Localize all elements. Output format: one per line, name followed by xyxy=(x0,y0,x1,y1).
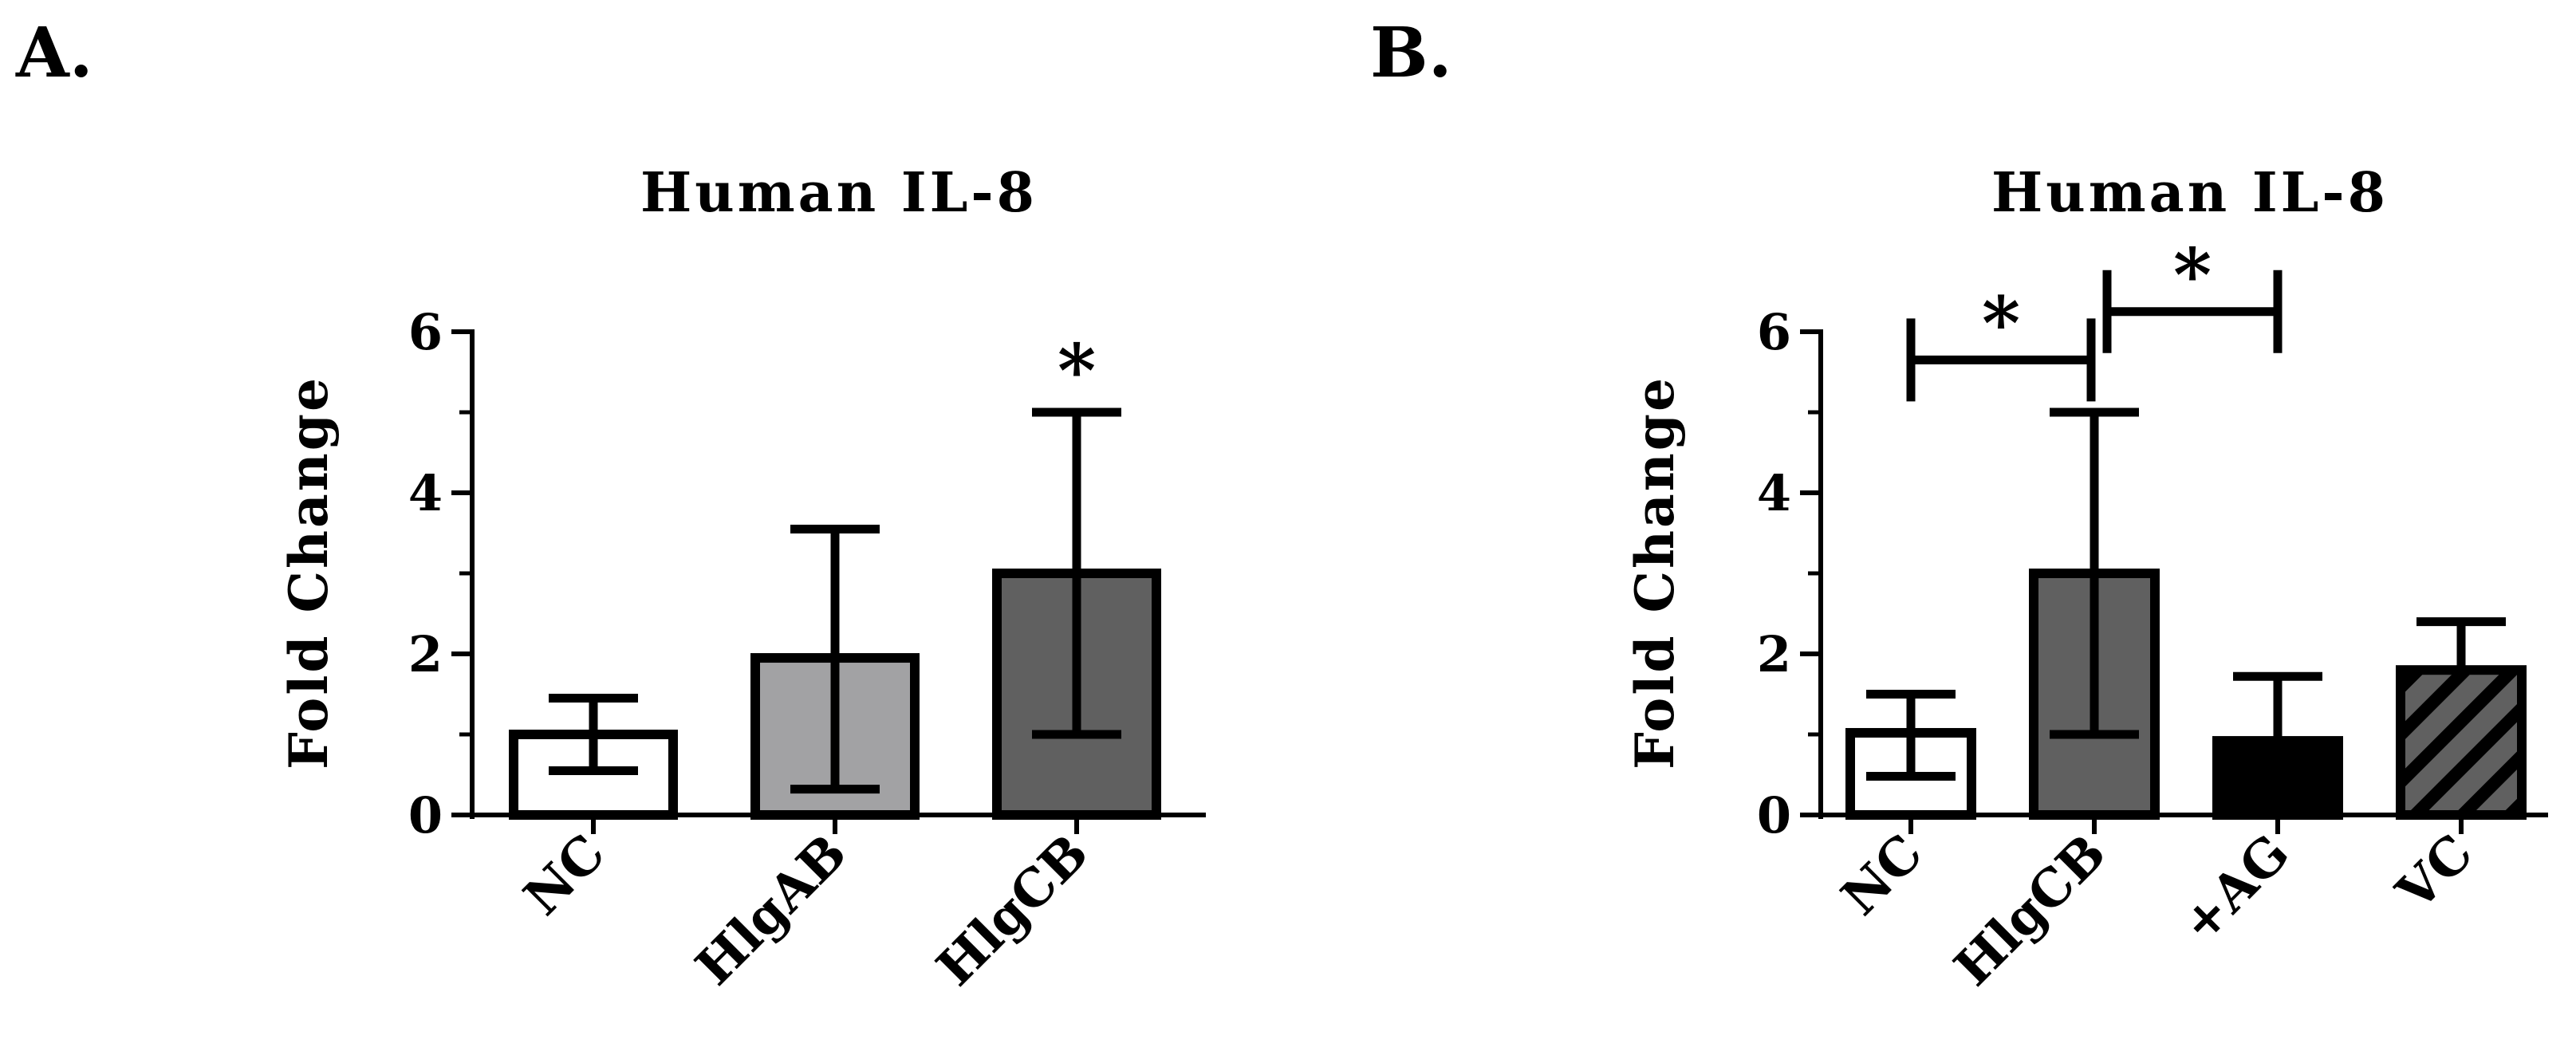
chart-a-category-label: HlgAB xyxy=(684,823,858,997)
panel-label-b: B. xyxy=(1370,13,1452,93)
panel-label-a: A. xyxy=(15,13,93,93)
chart-b-category-label: +AG xyxy=(2170,823,2302,955)
chart-b-y-tick-label: 0 xyxy=(1757,786,1791,844)
chart-b: Human IL-8 Fold Change 0 2 4 6 NC HlgCB +AG VC *… xyxy=(1624,161,2548,998)
chart-b-bar-vc xyxy=(2396,665,2527,821)
chart-a-plot: 0 2 4 6 NC HlgAB HlgCB * xyxy=(408,303,1206,998)
chart-a-y-tick-label: 2 xyxy=(408,625,443,683)
chart-b-comparison-star: * xyxy=(2173,232,2212,318)
chart-b-errorbar-ag xyxy=(2233,671,2322,742)
chart-b-errorbar-nc xyxy=(1866,690,1956,781)
chart-b-category-label: HlgCB xyxy=(1943,823,2117,998)
chart-b-category-label: NC xyxy=(1830,823,1934,927)
chart-a-title: Human IL-8 xyxy=(640,161,1038,225)
chart-a-y-tick-label: 4 xyxy=(408,464,443,522)
chart-a-errorbar-nc xyxy=(549,694,638,775)
chart-b-comparison-star: * xyxy=(1982,280,2020,366)
chart-b-y-tick-label: 4 xyxy=(1757,464,1791,522)
chart-a-significance-star: * xyxy=(1058,328,1096,414)
chart-a-y-tick-label: 0 xyxy=(408,786,443,844)
chart-a-category-label: HlgCB xyxy=(925,823,1100,998)
chart-a: Human IL-8 Fold Change 0 2 4 6 NC HlgAB HlgCB * xyxy=(278,161,1206,998)
chart-a-errorbar-hlgab xyxy=(790,524,880,794)
chart-a-category-label: NC xyxy=(513,823,616,927)
chart-b-ylabel: Fold Change xyxy=(1624,376,1686,770)
chart-b-category-label: VC xyxy=(2385,823,2484,923)
chart-a-y-tick-label: 6 xyxy=(408,303,443,361)
chart-b-comparison-bracket xyxy=(2102,270,2283,353)
chart-b-errorbar-hlgcb xyxy=(2050,407,2139,739)
chart-b-errorbar-vc xyxy=(2416,617,2506,671)
chart-b-plot: 0 2 4 6 NC HlgCB +AG VC * * xyxy=(1757,232,2548,998)
chart-a-ylabel: Fold Change xyxy=(278,376,340,770)
chart-b-title: Human IL-8 xyxy=(1991,161,2389,225)
chart-b-y-tick-label: 6 xyxy=(1757,303,1791,361)
chart-b-bar-ag xyxy=(2212,736,2343,821)
chart-b-comparison-bracket xyxy=(1906,318,2096,402)
chart-a-errorbar-hlgcb xyxy=(1032,407,1121,739)
chart-b-y-tick-label: 2 xyxy=(1757,625,1791,683)
